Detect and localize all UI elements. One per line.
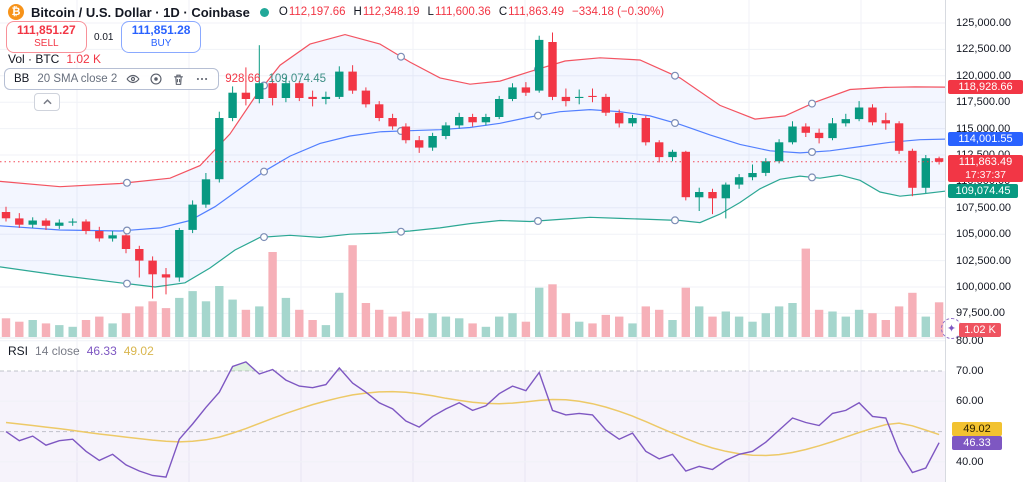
bb-indicator-toolbar[interactable]: BB 20 SMA close 2 <box>4 68 220 90</box>
bb-upper-value: 928.66 <box>225 73 261 85</box>
symbol-legend[interactable]: ₿ Bitcoin / U.S. Dollar · 1D · Coinbase … <box>8 4 664 20</box>
price-tick-label: 120,000.00 <box>956 69 1012 82</box>
price-tick-label: 102,500.00 <box>956 254 1012 267</box>
more-icon[interactable] <box>194 72 209 87</box>
price-tick-label: 117,500.00 <box>956 96 1011 109</box>
price-tick-label: 107,500.00 <box>956 201 1012 214</box>
open-value: 112,197.66 <box>288 6 346 18</box>
symbol-title: Bitcoin / U.S. Dollar · 1D · Coinbase <box>31 4 250 20</box>
collapse-pane-button[interactable] <box>34 93 60 111</box>
bitcoin-icon: ₿ <box>8 4 24 20</box>
open-label: O <box>278 6 288 18</box>
bb-values: 928.66 109,074.45 <box>225 73 326 85</box>
price-tick-label: 125,000.00 <box>956 17 1012 29</box>
rsi-tick-label: 40.00 <box>956 455 984 468</box>
rsi-tick-label: 70.00 <box>956 365 984 377</box>
bb-params: 20 SMA close 2 <box>37 73 118 85</box>
price-tick-label: 115,000.00 <box>956 122 1011 135</box>
axis-value-badge: 49.02 <box>952 422 1002 436</box>
rsi-params: 14 close <box>35 344 80 358</box>
settings-icon[interactable] <box>148 72 163 87</box>
price-axis[interactable]: 125,000.00 122,500.00 120,000.00 117,500.00… <box>945 0 1024 482</box>
axis-value-badge: 118,928.66 <box>948 80 1023 95</box>
sell-button[interactable]: 111,851.27 SELL <box>6 21 87 53</box>
change-value: −334.18 (−0.30%) <box>571 6 665 18</box>
delete-icon[interactable] <box>171 72 186 87</box>
buy-label: BUY <box>150 38 172 50</box>
close-value: 111,863.49 <box>508 6 564 18</box>
volume-legend[interactable]: Vol · BTC 1.02 K <box>8 52 101 66</box>
sell-label: SELL <box>34 38 59 50</box>
rsi-indicator-legend[interactable]: RSI 14 close 46.33 49.02 <box>8 344 154 358</box>
order-panel: 111,851.27 SELL 0.01 111,851.28 BUY <box>6 21 202 53</box>
chevron-up-icon <box>42 99 52 105</box>
volume-value: 1.02 K <box>66 52 102 66</box>
buy-price: 111,851.28 <box>131 23 191 38</box>
volume-label: Vol · BTC <box>8 52 60 66</box>
sell-price: 111,851.27 <box>17 23 76 38</box>
visibility-icon[interactable] <box>125 72 140 87</box>
price-tick-label: 105,000.00 <box>956 228 1012 241</box>
rsi-tick-label: 80.00 <box>956 334 984 347</box>
price-tick-label: 122,500.00 <box>956 43 1012 56</box>
bb-lower-value: 109,074.45 <box>268 73 326 85</box>
axis-value-badge: 114,001.55 <box>948 132 1023 147</box>
chart-canvas[interactable] <box>0 0 945 482</box>
market-status-dot <box>259 7 269 17</box>
bb-indicator-legend: BB 20 SMA close 2 928.66 109,074.45 <box>4 68 326 90</box>
price-tick-label: 100,000.00 <box>956 281 1012 293</box>
rsi-name: RSI <box>8 344 29 358</box>
low-label: L <box>427 6 434 18</box>
spread-value: 0.01 <box>94 31 114 43</box>
low-value: 111,600.36 <box>434 6 491 18</box>
rsi-sma-value: 49.02 <box>123 344 154 358</box>
axis-value-badge: 1.02 K <box>959 323 1001 337</box>
current-price-countdown-badge: 111,863.49 17:37:37 <box>948 154 1023 182</box>
price-tick-label: 97,500.00 <box>956 307 1005 320</box>
buy-button[interactable]: 111,851.28 BUY <box>120 21 202 53</box>
high-label: H <box>353 6 362 18</box>
axis-value-badge: 109,074.45 <box>948 184 1018 199</box>
ohlc-values: O 112,197.66 H 112,348.19 L 111,600.36 C 111… <box>279 6 664 18</box>
bb-name: BB <box>14 73 30 85</box>
axis-value-badge: 46.33 <box>952 436 1002 450</box>
close-label: C <box>498 6 508 18</box>
rsi-value: 46.33 <box>86 344 117 358</box>
high-value: 112,348.19 <box>362 6 420 18</box>
rsi-tick-label: 60.00 <box>956 395 984 408</box>
